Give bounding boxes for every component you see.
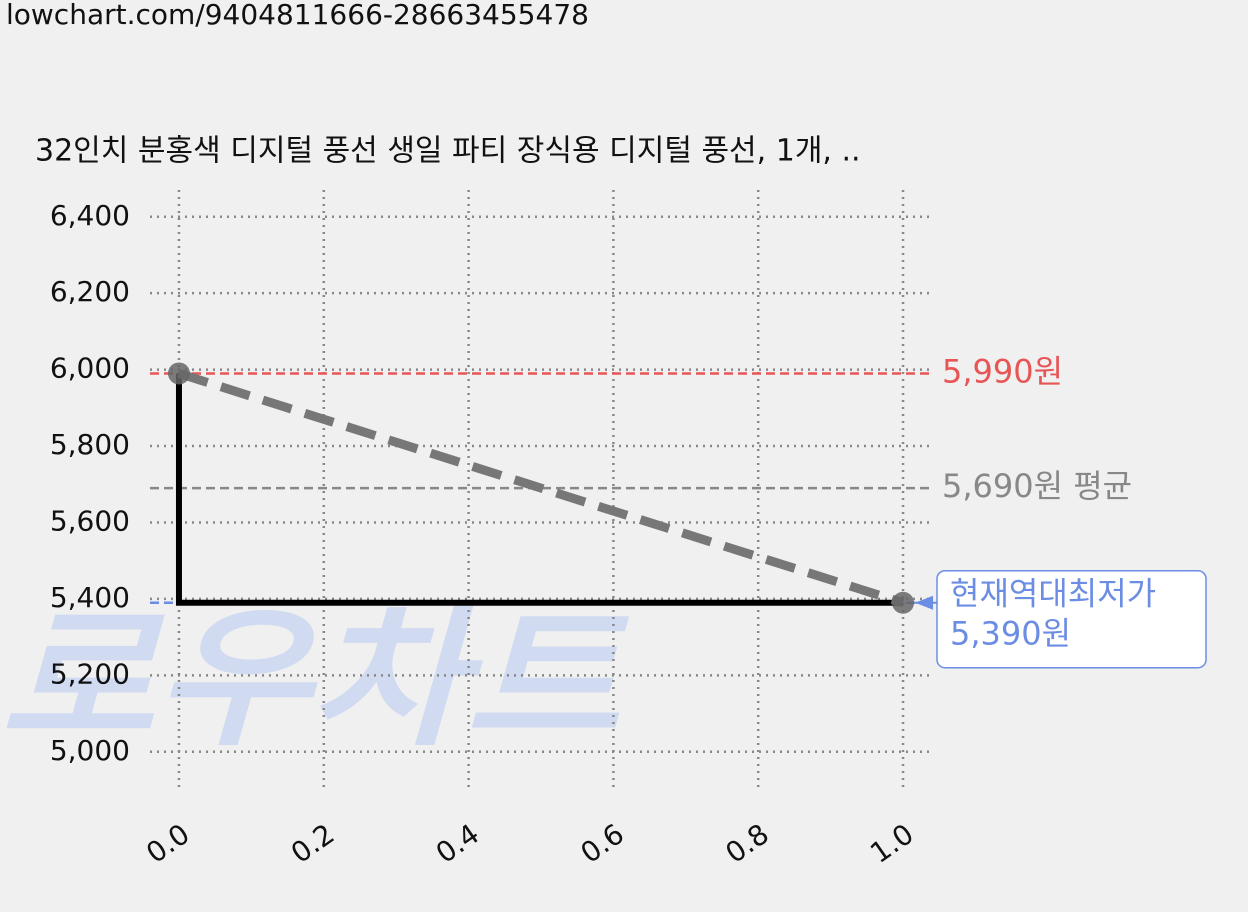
chart-title: 32인치 분홍색 디지털 풍선 생일 파티 장식용 디지털 풍선, 1개, .. [35, 134, 861, 169]
annotation-label: 현재역대최저가 [950, 575, 1156, 613]
annotation-box [936, 569, 1207, 669]
x-tick-label: 0.0 [140, 817, 195, 870]
y-tick-label: 5,800 [50, 428, 130, 461]
y-tick-label: 5,400 [50, 581, 130, 614]
x-tick-label: 0.2 [285, 817, 340, 870]
x-tick-label: 0.8 [719, 817, 774, 870]
watermark: 로우차트 [0, 593, 630, 767]
annotation-label: 5,390원 [950, 615, 1071, 653]
y-tick-label: 5,600 [50, 504, 130, 537]
x-tick-label: 0.6 [575, 817, 630, 870]
x-tick-label: 0.4 [430, 817, 485, 870]
y-tick-label: 6,400 [50, 199, 130, 232]
reference-label: 5,990원 [942, 352, 1063, 390]
y-tick-label: 6,200 [50, 275, 130, 308]
y-tick-label: 5,200 [50, 657, 130, 690]
annotation-arrowhead [915, 595, 934, 610]
series-line [175, 373, 904, 606]
x-tick-label: 1.0 [864, 817, 919, 870]
y-tick-label: 6,000 [50, 352, 130, 385]
y-tick-label: 5,000 [50, 734, 130, 767]
point-marker [892, 591, 915, 614]
reference-label: 5,690원 평균 [942, 467, 1132, 505]
point-marker [167, 362, 190, 385]
url: lowchart.com/9404811666-28663455478 [6, 0, 589, 31]
series-line [177, 369, 905, 608]
